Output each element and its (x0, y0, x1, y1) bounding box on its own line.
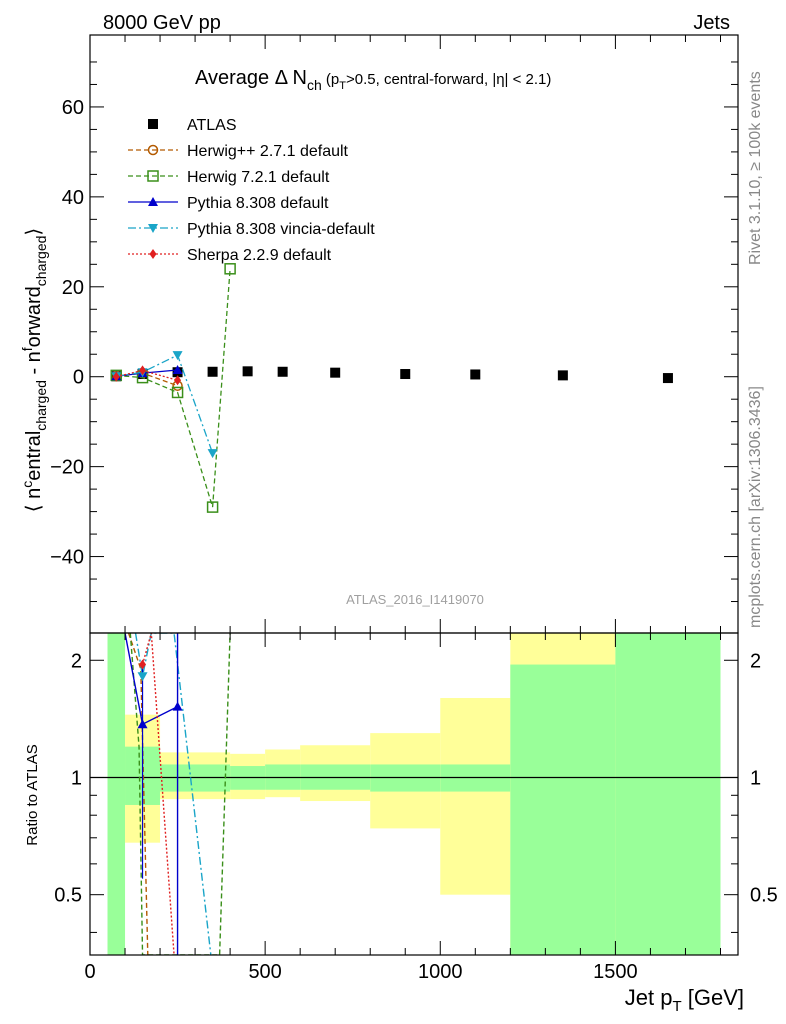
point-4-3 (207, 449, 218, 459)
legend-marker-5 (149, 249, 157, 259)
ratio-ytick-label: 1 (71, 767, 82, 789)
main-ytick-label: 0 (73, 367, 84, 389)
x-axis-label: Jet pT [GeV] (625, 985, 744, 1015)
point-0-7 (400, 369, 411, 380)
yellow-band-7 (440, 698, 511, 895)
main-ytick-label: 60 (62, 97, 84, 119)
point-0-8 (470, 369, 481, 380)
legend-entry-2: Herwig 7.2.1 default (128, 169, 330, 186)
series-5 (112, 365, 182, 386)
ratio-line-1 (129, 633, 231, 955)
ratio-marker-1 (172, 701, 183, 711)
ratio-marker-3 (139, 659, 147, 670)
point-0-3 (207, 366, 218, 377)
ratio-line-2 (124, 633, 178, 726)
series-2 (110, 263, 236, 513)
legend-entry-1: Herwig++ 2.7.1 default (128, 143, 349, 160)
legend-marker-4 (148, 224, 158, 233)
header-left: 8000 GeV pp (103, 12, 221, 34)
series-0 (111, 366, 673, 384)
series-4 (111, 351, 218, 459)
rivet-label: Rivet 3.1.10, ≥ 100k events (747, 71, 764, 265)
ratio-ytick-label-right: 1 (750, 767, 761, 789)
main-curves (110, 263, 673, 513)
header-right: Jets (693, 12, 730, 34)
green-band-0 (107, 633, 126, 955)
ratio-line-0 (127, 633, 149, 955)
legend-entry-3: Pythia 8.308 default (128, 195, 329, 212)
svg-text:Average Δ Nch (pT>0.5, central: Average Δ Nch (pT>0.5, central-forward, … (195, 67, 551, 93)
legend-entry-0: ATLAS (148, 117, 237, 134)
main-title: Average Δ Nch (pT>0.5, central-forward, … (195, 67, 551, 93)
main-ytick-label: 20 (62, 277, 84, 299)
ratio-curves (124, 633, 231, 955)
series-line-5 (116, 369, 178, 381)
legend-marker-2 (147, 170, 159, 182)
xtick-label: 1500 (593, 961, 638, 983)
point-0-6 (330, 367, 341, 378)
series-line-2 (116, 268, 231, 508)
legend-marker-3 (148, 197, 158, 206)
legend-label-4: Pythia 8.308 vincia-default (187, 221, 375, 238)
green-band-9 (615, 633, 721, 955)
legend: ATLAS Herwig++ 2.7.1 default Herwig 7.2.1 … (128, 117, 375, 264)
legend-label-3: Pythia 8.308 default (187, 195, 329, 212)
legend-label-2: Herwig 7.2.1 default (187, 169, 330, 186)
legend-label-0: ATLAS (187, 117, 237, 134)
ratio-y-axis-label: Ratio to ATLAS (24, 744, 41, 845)
point-2-4 (224, 263, 236, 275)
ratio-marker-0 (137, 719, 148, 729)
axes: −40 −20 0 20 40 60 0 500 1000 1500 0.5 0.5 1 1 2 2 (50, 34, 778, 983)
legend-label-5: Sherpa 2.2.9 default (187, 247, 332, 264)
point-5-2 (174, 375, 182, 386)
series-line-4 (116, 354, 214, 454)
ratio-ytick-label-right: 2 (750, 650, 761, 672)
point-5-1 (139, 365, 147, 376)
main-ytick-label: 40 (62, 187, 84, 209)
legend-entry-5: Sherpa 2.2.9 default (128, 247, 332, 264)
xtick-label: 1000 (418, 961, 463, 983)
legend-marker-0 (148, 119, 158, 129)
ratio-marker-2 (137, 672, 148, 682)
point-2-2 (171, 386, 184, 399)
xtick-label: 500 (248, 961, 281, 983)
point-3-2 (172, 364, 183, 374)
point-4-2 (172, 351, 183, 361)
ratio-frame (89, 632, 739, 956)
analysis-watermark: ATLAS_2016_I1419070 (346, 592, 484, 607)
point-2-3 (206, 501, 219, 513)
point-0-4 (242, 366, 253, 377)
main-ytick-label: −20 (50, 457, 84, 479)
main-y-axis-label: ⟨ ncentralcharged - nforwardcharged⟩ (19, 228, 49, 512)
svg-text:⟨ ncentralcharged - nforwardch: ⟨ ncentralcharged - nforwardcharged⟩ (19, 228, 49, 512)
mcplots-label: mcplots.cern.ch [arXiv:1306.3436] (747, 386, 764, 628)
point-0-10 (662, 373, 673, 384)
point-0-9 (557, 370, 568, 381)
legend-marker-1 (147, 144, 159, 156)
svg-text:Jet pT [GeV]: Jet pT [GeV] (625, 985, 744, 1015)
legend-entry-4: Pythia 8.308 vincia-default (128, 221, 375, 238)
point-0-5 (277, 366, 288, 377)
xtick-label: 0 (84, 961, 95, 983)
ratio-ytick-label: 2 (71, 650, 82, 672)
ratio-ytick-label-right: 0.5 (750, 885, 778, 907)
green-band-8 (510, 664, 616, 955)
ratio-ytick-label: 0.5 (54, 885, 82, 907)
legend-label-1: Herwig++ 2.7.1 default (187, 143, 349, 160)
main-ytick-label: −40 (50, 547, 84, 569)
ratio-uncertainty-bands (90, 633, 738, 955)
point-5-0 (112, 371, 120, 382)
